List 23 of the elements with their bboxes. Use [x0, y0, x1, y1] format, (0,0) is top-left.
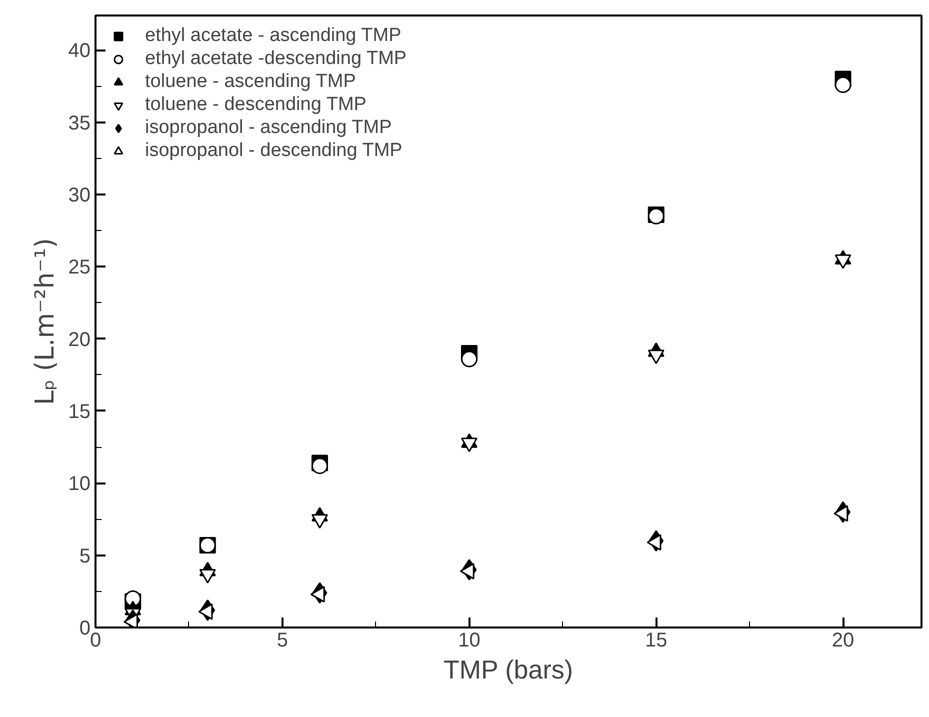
- y-tick-label: 20: [68, 328, 91, 351]
- legend-label: ethyl acetate -descending TMP: [145, 48, 407, 70]
- y-tick-label: 15: [68, 400, 91, 423]
- x-tick-label: 20: [832, 630, 854, 652]
- legend-label: isopropanol - ascending TMP: [145, 117, 392, 139]
- y-axis-title: Lₚ (L.m⁻²h⁻¹): [30, 238, 60, 406]
- legend-label: isopropanol - descending TMP: [145, 140, 402, 162]
- point: [461, 350, 478, 368]
- y-tick-label: 30: [68, 184, 91, 206]
- x-tick-label: 10: [458, 630, 480, 652]
- x-tick-label: 5: [276, 630, 288, 652]
- point: [834, 76, 852, 94]
- y-tick-label: 35: [68, 112, 91, 134]
- x-axis-title: TMP (bars): [444, 654, 574, 684]
- legend-label: toluene - descending TMP: [145, 94, 366, 116]
- y-tick-label: 40: [68, 40, 91, 62]
- y-tick-label: 5: [79, 545, 90, 568]
- y-tick-label: 25: [68, 256, 91, 279]
- legend-label: toluene - ascending TMP: [145, 71, 356, 93]
- point: [312, 458, 328, 474]
- y-tick-label: 10: [68, 473, 91, 496]
- legend-label: ethyl acetate - ascending TMP: [145, 25, 402, 47]
- x-tick-label: 15: [645, 630, 668, 652]
